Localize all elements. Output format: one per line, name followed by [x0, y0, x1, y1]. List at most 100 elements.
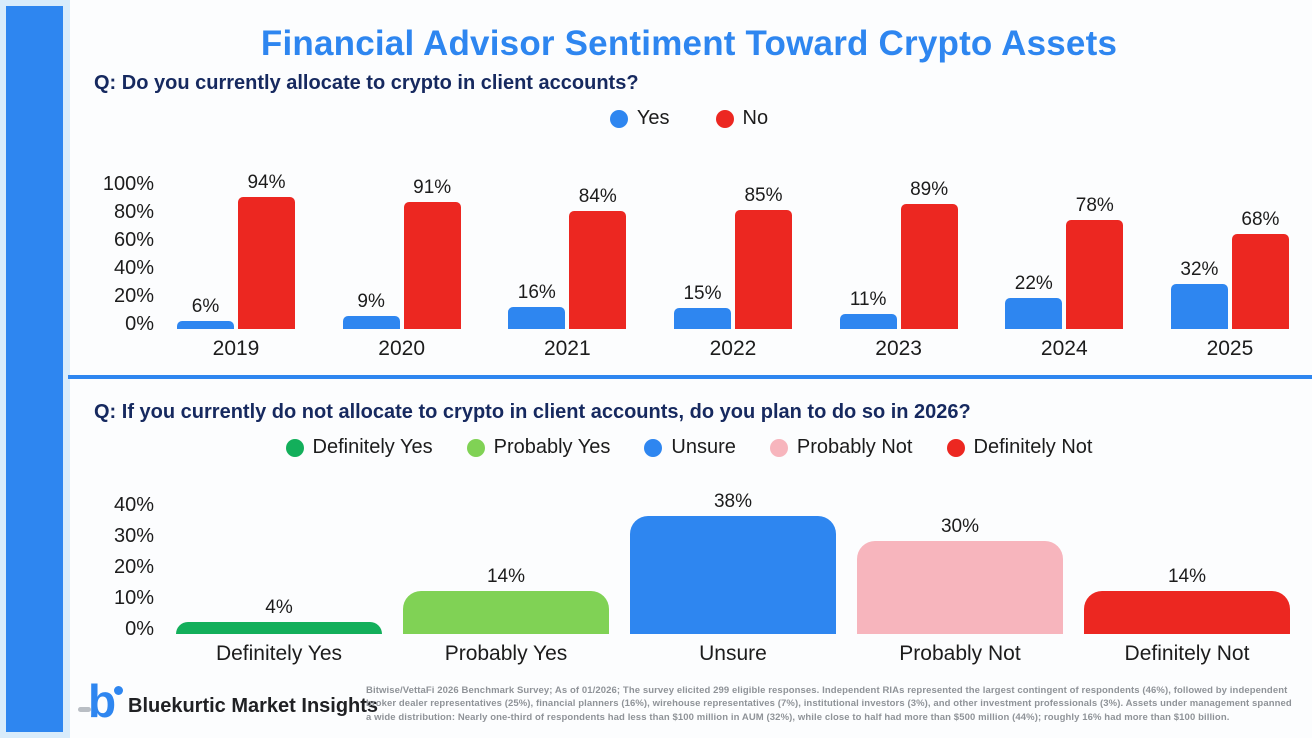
- legend-swatch-icon: [769, 438, 788, 457]
- section-plan-2026: Q: If you currently do not allocate to c…: [80, 401, 1298, 666]
- bar-no-2022: [734, 210, 792, 329]
- value-label: 22%: [1014, 273, 1053, 294]
- category-label: 2020: [378, 337, 426, 360]
- bar-group-probably-not: 30% Probably Not: [857, 510, 1063, 666]
- y-tick-label: 40%: [113, 494, 154, 516]
- bar-wrap: 14%: [403, 566, 609, 634]
- plot-area: 6% 94% 2019 9% 91% 2020 16% 84% 2021 15% 85% 2022 11…: [164, 172, 1298, 361]
- value-label: 68%: [1241, 209, 1280, 230]
- value-label: 11%: [849, 289, 887, 310]
- source-note-line: a wide distribution: Nearly one-third of…: [366, 711, 1230, 723]
- legend-label: Definitely Not: [973, 436, 1093, 458]
- bar-group-definitely-yes: 4% Definitely Yes: [176, 510, 382, 666]
- bar-definitely-not-definitely-not: [1084, 591, 1290, 634]
- source-note-line: Bitwise/VettaFi 2026 Benchmark Survey; A…: [366, 685, 1288, 696]
- bar-wrap: 15%: [673, 283, 731, 329]
- legend-swatch-icon: [466, 438, 485, 457]
- category-label: 2022: [709, 337, 757, 360]
- category-label: 2024: [1040, 337, 1088, 360]
- legend-swatch-icon: [285, 438, 304, 457]
- bar-wrap: 84%: [569, 186, 627, 329]
- legend-swatch-icon: [644, 438, 663, 457]
- value-label: 14%: [486, 566, 526, 587]
- legend-label: Probably Yes: [493, 436, 611, 458]
- question-current-allocation: Q: Do you currently allocate to crypto i…: [94, 72, 639, 94]
- legend-label: Unsure: [671, 436, 736, 458]
- bar-probably-not-probably-not: [857, 541, 1063, 634]
- bar-group-2022: 15% 85% 2022: [673, 185, 793, 361]
- left-accent-rail: [0, 0, 70, 738]
- value-label: 89%: [910, 179, 949, 200]
- category-label: 2021: [543, 337, 591, 360]
- left-accent-bar: [6, 6, 63, 732]
- legend-item-no: No: [715, 107, 769, 130]
- bar-group-plot: 14%: [1084, 510, 1290, 634]
- category-label: Probably Not: [899, 642, 1021, 665]
- value-label: 6%: [191, 296, 220, 317]
- y-axis: 100% 80% 60% 40% 20% 0%: [80, 173, 164, 361]
- legend-item-probably-yes: Probably Yes: [466, 436, 611, 459]
- bar-no-2025: [1231, 234, 1289, 329]
- bar-wrap: 38%: [630, 491, 836, 634]
- legend-label: No: [742, 107, 769, 129]
- bar-group-plot: 15% 85%: [673, 185, 793, 329]
- bar-group-plot: 16% 84%: [507, 186, 627, 329]
- bar-group-plot: 32% 68%: [1170, 189, 1290, 329]
- legend-plan-2026: Definitely Yes Probably Yes Unsure Probably…: [80, 436, 1298, 459]
- bar-wrap: 68%: [1231, 209, 1289, 329]
- legend-swatch-icon: [946, 438, 965, 457]
- category-label: Definitely Not: [1124, 642, 1250, 665]
- bar-wrap: 94%: [238, 172, 295, 329]
- bar-yes-2023: [839, 314, 897, 329]
- bar-yes-2020: [342, 316, 400, 329]
- bar-group-plot: 30%: [857, 510, 1063, 634]
- bar-yes-2021: [508, 307, 566, 329]
- value-label: 14%: [1167, 566, 1207, 587]
- category-label: Definitely Yes: [215, 642, 343, 665]
- legend-item-definitely-not: Definitely Not: [946, 436, 1093, 459]
- bar-unsure-unsure: [630, 516, 836, 634]
- value-label: 91%: [413, 177, 452, 198]
- value-label: 15%: [683, 283, 722, 304]
- value-label: 94%: [247, 172, 286, 193]
- bar-wrap: 32%: [1170, 259, 1228, 329]
- bar-no-2021: [569, 211, 627, 329]
- y-tick-label: 0%: [125, 313, 154, 335]
- value-label: 38%: [713, 491, 753, 512]
- chart-plan-2026: 40% 30% 20% 10% 0% 4% Definitely Yes 14% Probabl…: [80, 491, 1298, 666]
- bar-group-probably-yes: 14% Probably Yes: [403, 510, 609, 666]
- logo-dash-icon: [78, 707, 91, 712]
- bar-yes-2024: [1005, 298, 1063, 329]
- legend-label: Probably Not: [796, 436, 913, 458]
- bar-wrap: 78%: [1066, 195, 1124, 329]
- category-label: Probably Yes: [444, 642, 568, 665]
- bar-group-unsure: 38% Unsure: [630, 491, 836, 666]
- footer: b Bluekurtic Market Insights Bitwise/Vet…: [78, 675, 1298, 732]
- brand-logo-block: b Bluekurtic Market Insights: [78, 675, 378, 732]
- bar-group-2019: 6% 94% 2019: [176, 172, 296, 361]
- bar-wrap: 85%: [734, 185, 792, 329]
- source-note-line: broker dealer representatives (25%), fin…: [366, 698, 1292, 710]
- legend-swatch-icon: [609, 109, 628, 128]
- y-tick-label: 20%: [113, 556, 154, 578]
- legend-item-definitely-yes: Definitely Yes: [285, 436, 433, 459]
- category-label: 2023: [875, 337, 922, 360]
- y-tick-label: 0%: [125, 618, 154, 640]
- y-tick-label: 30%: [113, 525, 154, 547]
- logo-letter: b: [88, 675, 117, 727]
- bar-wrap: 22%: [1005, 273, 1063, 329]
- plot-area: 4% Definitely Yes 14% Probably Yes 38% Unsure…: [164, 491, 1298, 666]
- legend-label: Yes: [636, 107, 670, 129]
- brand-name: Bluekurtic Market Insights: [128, 694, 379, 717]
- bar-group-plot: 11% 89%: [839, 179, 959, 329]
- bar-wrap: 14%: [1084, 566, 1290, 634]
- bar-wrap: 11%: [839, 289, 897, 329]
- bar-group-plot: 4%: [176, 510, 382, 634]
- chart-current-allocation: 100% 80% 60% 40% 20% 0% 6% 94% 2019 9% 91% 2020 16% 8…: [80, 172, 1298, 361]
- value-label: 78%: [1075, 195, 1114, 216]
- bar-group-plot: 14%: [403, 510, 609, 634]
- category-label: 2025: [1206, 337, 1254, 360]
- value-label: 84%: [578, 186, 617, 207]
- y-tick-label: 100%: [102, 173, 154, 195]
- bar-group-2020: 9% 91% 2020: [342, 177, 462, 361]
